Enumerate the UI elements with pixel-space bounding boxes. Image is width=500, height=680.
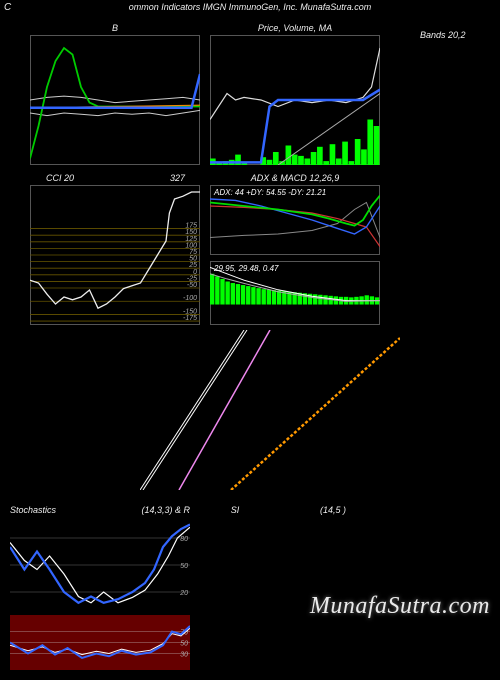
svg-text:20: 20 [179,590,188,597]
svg-text:-100: -100 [183,295,197,302]
svg-text:29.95, 29.48, 0.47: 29.95, 29.48, 0.47 [213,264,279,273]
header-c: C [4,2,11,13]
page-header: C ommon Indicators IMGN ImmunoGen, Inc. … [0,0,500,12]
svg-text:-175: -175 [183,315,197,322]
svg-text:50: 50 [180,641,188,648]
svg-text:80: 80 [180,536,188,543]
bands-label: Bands 20,2 [420,30,466,40]
panel-title: ADX & MACD 12,26,9 [210,173,380,183]
svg-text:30: 30 [180,652,188,659]
watermark: MunafaSutra.com [310,593,490,620]
header-title: ommon Indicators IMGN ImmunoGen, Inc. Mu… [129,2,372,12]
svg-text:-50: -50 [187,282,197,289]
svg-text:50: 50 [180,563,188,570]
cci-value: 327 [170,173,185,183]
panel-title: CCI 20 [30,173,90,183]
stoch-title-row: Stochastics(14,3,3) & RSI(14,5 ) [10,505,490,515]
panel-title: Price, Volume, MA [210,23,380,33]
panel-title: B [30,23,200,33]
svg-text:ADX: 44 +DY: 54.55 -DY: 21.21: ADX: 44 +DY: 54.55 -DY: 21.21 [213,188,326,197]
